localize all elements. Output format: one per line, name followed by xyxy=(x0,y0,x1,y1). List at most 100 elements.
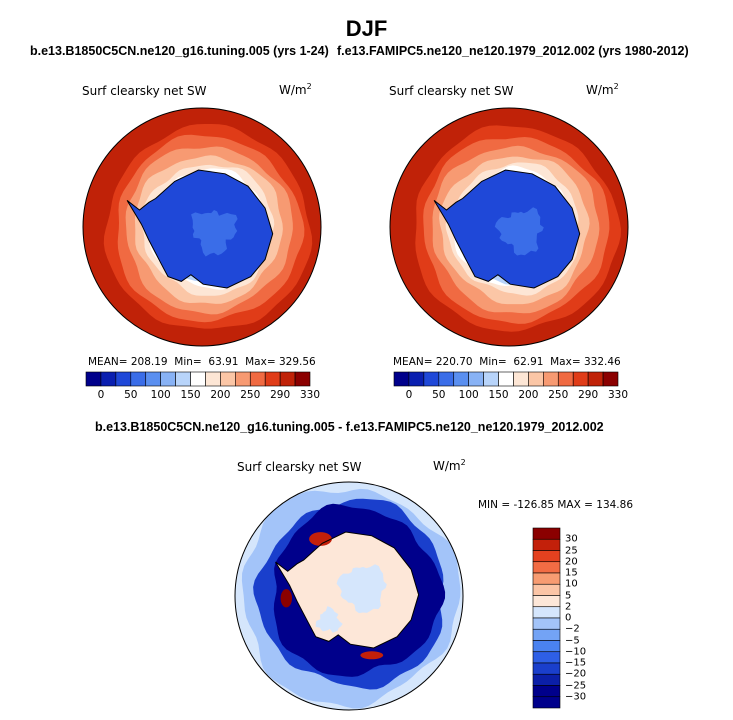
colorbar-swatch xyxy=(528,371,544,387)
plateau-band xyxy=(315,606,343,633)
colorbar-swatch xyxy=(453,371,469,387)
panel2-stats: MEAN= 220.70 Min= 62.91 Max= 332.46 xyxy=(393,356,621,368)
colorbar-swatch xyxy=(220,371,236,387)
colorbar-swatch xyxy=(190,371,206,387)
colorbar-tick-label: 330 xyxy=(299,389,321,401)
colorbar-tick-label: 50 xyxy=(124,389,138,401)
panel2-colorbar-ticks: 0 50 100 150 200 250 290 330 xyxy=(394,389,628,403)
colorbar-tick-label: −10 xyxy=(565,646,587,658)
colorbar-tick-label: 150 xyxy=(180,389,201,401)
colorbar-tick-label: 250 xyxy=(548,389,569,401)
diff-colorbar xyxy=(532,527,561,709)
colorbar-swatch xyxy=(513,371,529,387)
colorbar-tick-label: 250 xyxy=(240,389,261,401)
panel1-map xyxy=(82,107,322,347)
colorbar-tick-label: 100 xyxy=(458,389,479,401)
colorbar-tick-label: 290 xyxy=(270,389,291,401)
case2-title: f.e13.FAMIPC5.ne120_ne120.1979_2012.002 … xyxy=(337,44,689,58)
colorbar-swatch xyxy=(483,371,499,387)
colorbar-swatch xyxy=(408,371,425,387)
colorbar-swatch xyxy=(532,673,561,686)
colorbar-swatch xyxy=(249,371,266,387)
colorbar-swatch xyxy=(175,371,191,387)
colorbar-swatch xyxy=(294,371,311,387)
colorbar-tick-label: 50 xyxy=(432,389,446,401)
colorbar-swatch xyxy=(393,371,410,387)
colorbar-swatch xyxy=(423,371,440,387)
colorbar-tick-label: 30 xyxy=(565,533,578,545)
map-fill-group xyxy=(390,108,628,346)
colorbar-swatch xyxy=(235,371,251,387)
coastline xyxy=(126,169,274,289)
colorbar-tick-label: −5 xyxy=(565,635,580,646)
colorbar-tick-label: 100 xyxy=(150,389,171,401)
colorbar-swatch xyxy=(532,550,561,563)
panel2-map xyxy=(389,107,629,347)
diff-stats: MIN = -126.85 MAX = 134.86 xyxy=(478,499,633,511)
colorbar-swatch xyxy=(532,527,561,540)
colorbar-tick-label: 2 xyxy=(565,601,572,613)
colorbar-swatch xyxy=(532,561,561,574)
case1-title: b.e13.B1850C5CN.ne120_g16.tuning.005 (yr… xyxy=(30,44,329,58)
diff-map xyxy=(234,481,464,711)
colorbar-tick-label: 200 xyxy=(210,389,231,401)
positive-anomaly-patch xyxy=(280,589,292,608)
diff-units-label: W/m2 xyxy=(433,458,466,473)
panel1-stats: MEAN= 208.19 Min= 63.91 Max= 329.56 xyxy=(88,356,316,368)
colorbar-swatch xyxy=(532,628,561,641)
colorbar-swatch xyxy=(572,371,589,387)
colorbar-tick-label: 0 xyxy=(97,389,105,401)
colorbar-tick-label: 200 xyxy=(518,389,539,401)
colorbar-swatch xyxy=(532,617,561,630)
colorbar-tick-label: 330 xyxy=(607,389,629,401)
map-border xyxy=(82,107,322,347)
colorbar-swatch xyxy=(557,371,574,387)
panel2-colorbar xyxy=(393,371,619,387)
colorbar-swatch xyxy=(532,685,561,698)
colorbar-swatch xyxy=(532,640,561,653)
colorbar-swatch xyxy=(145,371,161,387)
positive-anomaly-patch xyxy=(309,532,332,546)
colorbar-tick-label: 150 xyxy=(488,389,509,401)
colorbar-tick-label: 290 xyxy=(578,389,599,401)
colorbar-tick-label: 0 xyxy=(565,612,572,624)
colorbar-tick-label: 0 xyxy=(405,389,413,401)
map-fill-group xyxy=(83,108,321,346)
colorbar-tick-label: −30 xyxy=(565,691,587,703)
colorbar-swatch xyxy=(532,606,561,619)
panel1-colorbar xyxy=(85,371,311,387)
colorbar-swatch xyxy=(468,371,484,387)
colorbar-tick-label: −15 xyxy=(565,657,587,669)
coastline xyxy=(275,531,420,649)
season-title: DJF xyxy=(345,16,388,41)
map-border xyxy=(234,481,464,711)
colorbar-tick-label: −2 xyxy=(565,623,580,635)
colorbar-swatch xyxy=(130,371,147,387)
colorbar-swatch xyxy=(532,696,561,709)
panel2-units-label: W/m2 xyxy=(586,82,619,97)
diff-colorbar-ticks: 30 25 20 15 10 5 2 0 −2 −5 −10 −15 −20 −25 −30 xyxy=(565,528,605,708)
colorbar-swatch xyxy=(532,572,561,585)
colorbar-swatch xyxy=(587,371,604,387)
colorbar-tick-label: 10 xyxy=(565,578,578,590)
colorbar-swatch xyxy=(543,371,559,387)
colorbar-tick-label: −20 xyxy=(565,668,587,680)
colorbar-tick-label: 5 xyxy=(565,590,572,601)
colorbar-swatch xyxy=(532,583,561,596)
panel2-variable-label: Surf clearsky net SW xyxy=(389,84,514,98)
plateau-band xyxy=(336,564,387,614)
colorbar-swatch xyxy=(532,595,561,608)
colorbar-tick-label: −25 xyxy=(565,680,587,691)
coastline xyxy=(433,169,581,289)
colorbar-tick-label: 20 xyxy=(565,556,578,568)
panel1-units-label: W/m2 xyxy=(279,82,312,97)
positive-anomaly-patch xyxy=(360,651,384,660)
map-border xyxy=(389,107,629,347)
colorbar-swatch xyxy=(498,371,514,387)
map-fill-group xyxy=(235,482,463,710)
colorbar-tick-label: 15 xyxy=(565,567,578,579)
colorbar-swatch xyxy=(85,371,102,387)
colorbar-swatch xyxy=(532,651,561,664)
colorbar-swatch xyxy=(532,662,561,675)
plateau-band xyxy=(494,207,544,256)
